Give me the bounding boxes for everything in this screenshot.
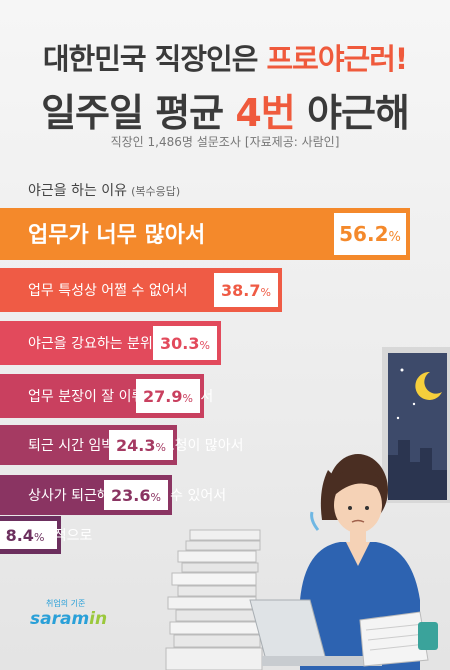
value-label-4: 27.9% — [143, 387, 193, 406]
subtitle: 직장인 1,486명 설문조사 [자료제공: 사람인] — [0, 133, 450, 150]
logo-tagline: 취업의 기준 — [46, 599, 86, 608]
value-label-6: 23.6% — [111, 486, 161, 505]
value-box-6 — [104, 480, 168, 510]
value-box-7 — [0, 521, 57, 549]
value-unit-4: % — [183, 392, 193, 405]
value-label-2: 38.7% — [221, 281, 271, 300]
paper-stack-illustration — [165, 529, 263, 670]
bar-label-2: 업무 특성상 어쩔 수 없어서 — [28, 283, 187, 299]
logo-brand: saram — [30, 609, 90, 629]
subtitle-source: [자료제공: 사람인] — [244, 135, 340, 149]
value-unit-5: % — [156, 441, 166, 454]
bar-label-7: 습관적으로 — [28, 528, 93, 544]
subtitle-survey: 직장인 1,486명 설문조사 — [110, 135, 241, 149]
title-line-1-text: 대한민국 직장인은 — [42, 42, 267, 76]
title-line-1: 대한민국 직장인은 프로야근러! — [0, 36, 450, 78]
value-label-7: 8.4% — [6, 526, 45, 545]
title-line-2-end: 야근해 — [294, 91, 410, 135]
value-box-1 — [334, 213, 406, 255]
bar-label-3: 야근을 강요하는 분위기여서 — [28, 336, 191, 352]
value-box-4 — [136, 379, 200, 413]
value-label-3: 30.3% — [160, 334, 210, 353]
value-label-5: 24.3% — [116, 436, 166, 455]
value-unit-6: % — [151, 491, 161, 504]
worker-illustration — [249, 454, 438, 670]
saramin-logo: 취업의 기준 saramin — [30, 598, 107, 629]
bar-label-4: 업무 분장이 잘 이뤄지지 않아서 — [28, 389, 213, 405]
night-window-illustration — [382, 347, 450, 503]
logo-brand-suffix: in — [89, 609, 108, 629]
mug-icon — [418, 622, 438, 650]
value-unit-3: % — [200, 339, 210, 352]
section-title-text: 야근을 하는 이유 — [28, 183, 128, 199]
moon-icon — [415, 371, 442, 400]
bar-series: 업무가 너무 많아서 56.2%업무 특성상 어쩔 수 없어서 38.7%야근을 강… — [0, 208, 410, 554]
bar-label-1: 업무가 너무 많아서 — [28, 223, 205, 248]
title-line-2-text: 일주일 평균 — [41, 91, 236, 135]
title-line-2: 일주일 평균 4번 야근해 — [0, 82, 450, 137]
value-unit-1: % — [389, 230, 401, 245]
title-line-1-highlight: 프로야근러! — [266, 42, 409, 76]
value-box-5 — [109, 430, 173, 460]
section-title: 야근을 하는 이유 (복수응답) — [28, 180, 180, 200]
value-unit-7: % — [34, 531, 44, 544]
bar-label-5: 퇴근 시간 임박한 업무 요청이 많아서 — [28, 438, 243, 454]
value-box-3 — [153, 326, 217, 360]
sweat-icon — [310, 511, 320, 531]
title-line-2-highlight: 4번 — [235, 91, 295, 135]
bar-label-6: 상사가 퇴근해야 퇴근할 수 있어서 — [28, 488, 226, 504]
value-box-2 — [214, 273, 278, 307]
value-unit-2: % — [261, 286, 271, 299]
section-note: (복수응답) — [131, 185, 181, 198]
logo-wordmark: saramin — [30, 609, 107, 629]
